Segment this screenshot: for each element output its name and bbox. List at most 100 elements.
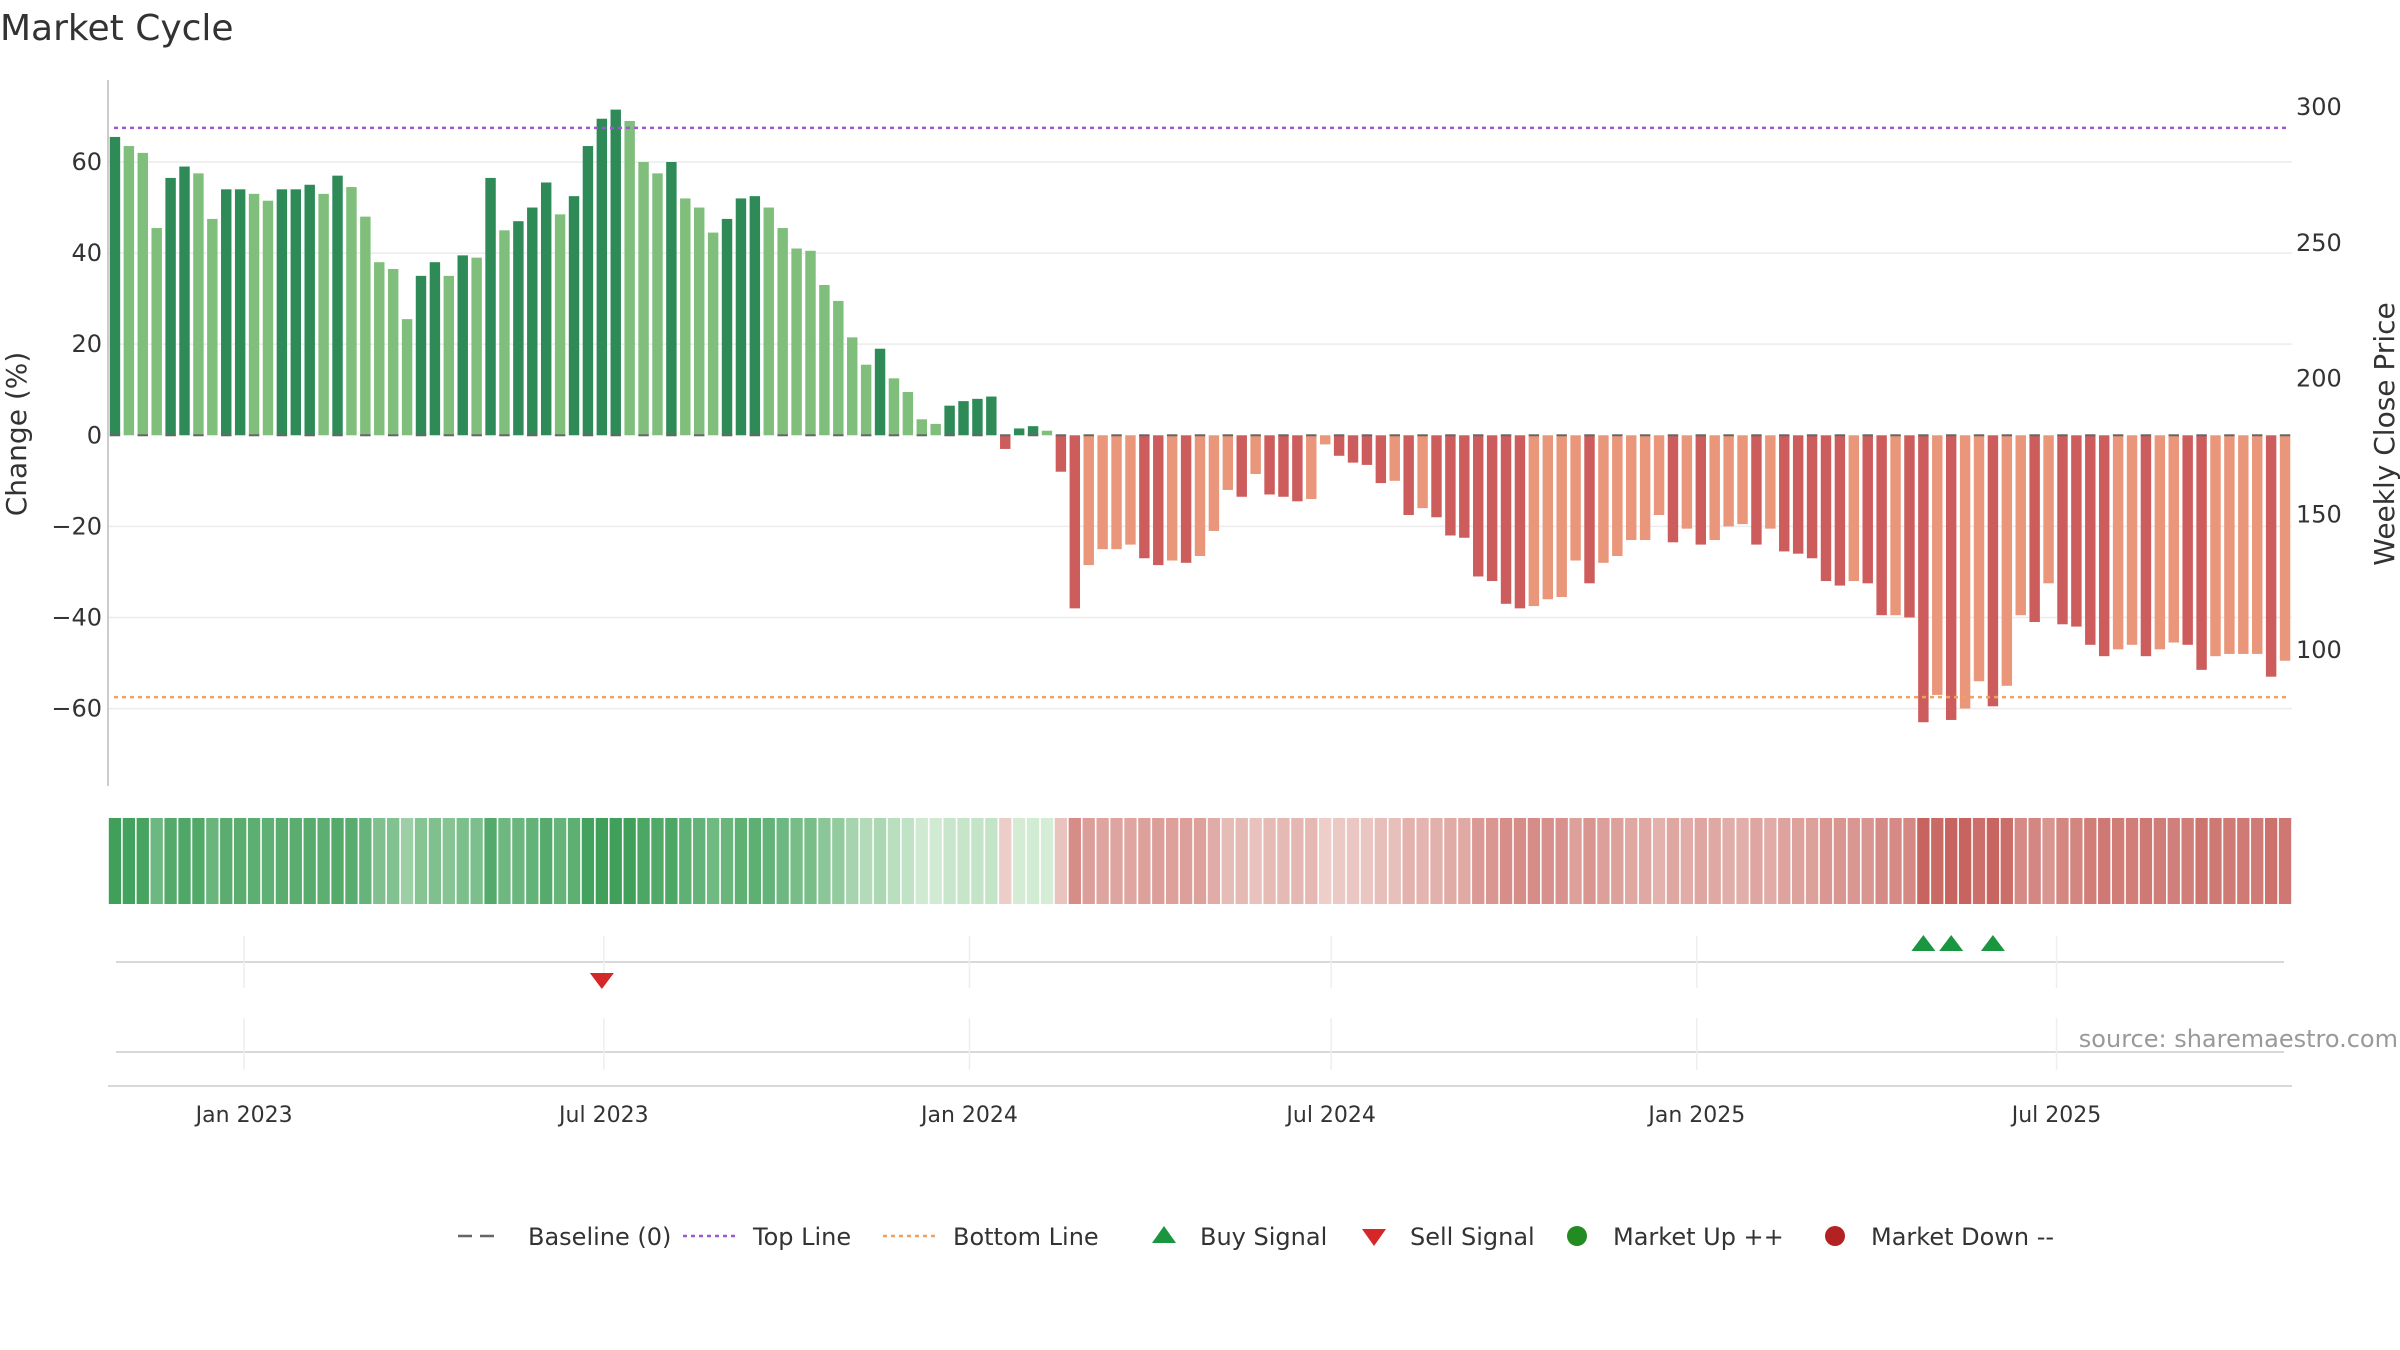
- bar: [1639, 435, 1651, 541]
- bar: [638, 161, 649, 436]
- strip-cell: [943, 818, 956, 904]
- x-tick-label: Jul 2024: [1284, 1103, 1376, 1128]
- legend-label: Bottom Line: [953, 1223, 1099, 1251]
- legend-item-market_up: Market Up ++: [1567, 1223, 1784, 1251]
- bar: [1222, 435, 1234, 490]
- y2-tick-label: 100: [2296, 636, 2342, 664]
- bar: [2001, 435, 2013, 686]
- legend-item-sell: Sell Signal: [1362, 1223, 1535, 1251]
- strip-cell: [1972, 818, 1986, 904]
- bar: [721, 218, 733, 436]
- bar: [833, 300, 844, 436]
- strip-cell: [2042, 818, 2055, 904]
- bar: [1319, 435, 1331, 445]
- strip-cell: [275, 818, 289, 904]
- bar: [860, 364, 872, 436]
- bar: [2071, 435, 2082, 627]
- bar: [540, 182, 552, 436]
- strip-cell: [665, 818, 678, 904]
- bar: [2085, 435, 2096, 645]
- bar: [680, 198, 691, 436]
- strip-cell: [762, 818, 775, 904]
- bar: [777, 228, 788, 436]
- strip-cell: [498, 818, 511, 904]
- strip-cell: [233, 818, 247, 904]
- strip-cell: [2278, 818, 2292, 904]
- cycle-heat-strip: [108, 818, 2292, 904]
- strip-cell: [1652, 818, 1666, 904]
- bar: [1612, 435, 1623, 556]
- y2-tick-label: 200: [2296, 365, 2342, 393]
- strip-cell: [1082, 818, 1095, 904]
- bar: [1695, 435, 1707, 545]
- bar: [582, 146, 594, 436]
- strip-cell: [957, 818, 970, 904]
- bar: [1570, 435, 1581, 561]
- strip-cell: [2251, 818, 2264, 904]
- bar: [123, 146, 135, 436]
- bar: [554, 214, 566, 436]
- bar: [360, 216, 371, 436]
- y-tick-label: −60: [51, 695, 102, 723]
- strip-cell: [2167, 818, 2180, 904]
- bar: [1333, 435, 1345, 456]
- strip-cell: [1778, 818, 1791, 904]
- bar: [1779, 435, 1790, 552]
- bar: [2168, 435, 2179, 643]
- bar: [1653, 435, 1665, 515]
- bar: [1361, 435, 1373, 465]
- strip-cell: [1291, 818, 1304, 904]
- x-axis-ticks: Jan 2023 Jul 2023 Jan 2024 Jul 2024 Jan 2025…: [194, 1103, 2102, 1128]
- bar: [2112, 435, 2124, 650]
- strip-cell: [2125, 818, 2139, 904]
- strip-cell: [1388, 818, 1401, 904]
- legend-item-market_down: Market Down --: [1825, 1223, 2054, 1251]
- strip-cell: [1444, 818, 1457, 904]
- strip-cell: [1555, 818, 1568, 904]
- strip-cell: [1986, 818, 2000, 904]
- strip-cell: [1931, 818, 1944, 904]
- strip-cell: [734, 818, 748, 904]
- bar: [2265, 435, 2277, 677]
- strip-cell: [317, 818, 330, 904]
- y2-tick-label: 300: [2296, 93, 2342, 121]
- strip-cell: [1013, 818, 1026, 904]
- bar: [1417, 435, 1428, 509]
- market_down-swatch: [1825, 1226, 1845, 1246]
- source-note: source: sharemaestro.com: [2079, 1025, 2398, 1053]
- strip-cell: [2111, 818, 2125, 904]
- right-axis-ticks: 300 250 200 150 100: [2296, 93, 2342, 664]
- sell-signal-swatch: [1362, 1229, 1386, 1246]
- bar: [1041, 430, 1053, 436]
- bar: [1751, 435, 1762, 545]
- bar: [1431, 435, 1442, 518]
- bar: [902, 392, 914, 436]
- bar: [568, 196, 580, 436]
- bar: [1139, 435, 1150, 559]
- bar: [1556, 435, 1567, 597]
- bar: [1820, 435, 1832, 582]
- bar: [1584, 435, 1595, 584]
- signal-panel: [116, 936, 2284, 988]
- bar: [1083, 435, 1094, 566]
- bar: [2210, 435, 2221, 657]
- strip-cell: [999, 818, 1012, 904]
- legend-item-buy: Buy Signal: [1152, 1223, 1327, 1251]
- strip-cell: [150, 818, 163, 904]
- strip-cell: [637, 818, 650, 904]
- bar: [958, 401, 969, 436]
- bar: [1528, 435, 1540, 607]
- bar: [1013, 428, 1025, 436]
- strip-cell: [1332, 818, 1346, 904]
- strip-cell: [1569, 818, 1582, 904]
- bar: [165, 177, 176, 436]
- strip-cell: [1736, 818, 1749, 904]
- strip-cell: [526, 818, 539, 904]
- bar: [1598, 435, 1609, 563]
- y-tick-label: 60: [71, 148, 102, 176]
- strip-cell: [136, 818, 149, 904]
- strip-cell: [1819, 818, 1833, 904]
- bar: [429, 262, 441, 436]
- bar: [972, 398, 983, 436]
